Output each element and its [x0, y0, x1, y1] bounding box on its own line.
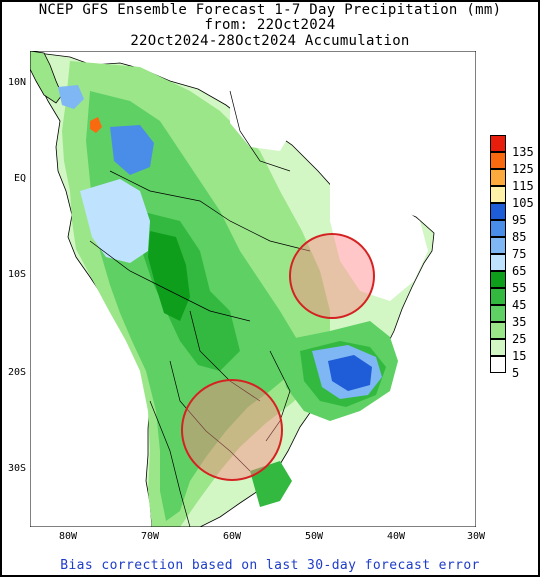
south-coast-rain — [250, 461, 292, 507]
legend-swatch — [490, 322, 506, 339]
lon-label-50w: 50W — [304, 531, 324, 542]
legend-label: 75 — [512, 247, 527, 261]
country-borders — [89, 90, 311, 527]
forecast-date: from: 22Oct2024 — [204, 17, 336, 33]
legend-label: 55 — [512, 281, 527, 295]
legend-swatch — [490, 339, 506, 356]
legend-label: 25 — [512, 332, 527, 346]
lon-label-60w: 60W — [222, 531, 242, 542]
land-central-america — [30, 51, 63, 104]
legend-swatch — [490, 288, 506, 305]
legend-swatch — [490, 203, 506, 220]
legend-swatch — [490, 135, 506, 152]
legend-swatch — [490, 169, 506, 186]
legend-swatch — [490, 356, 506, 373]
colombia-rain-75 — [58, 85, 84, 109]
northeast-brazil-circle — [289, 233, 375, 319]
precipitation-map — [30, 51, 476, 527]
lon-label-40w: 40W — [386, 531, 406, 542]
legend-label: 5 — [512, 366, 520, 380]
east-brazil-rain-95 — [328, 355, 372, 391]
legend-label: 115 — [512, 179, 534, 193]
lat-label-20s: 20S — [7, 367, 26, 378]
lon-label-80w: 80W — [58, 531, 78, 542]
lat-label-10n: 10N — [7, 77, 26, 88]
amazon-rain-65 — [80, 179, 150, 263]
legend-label: 135 — [512, 145, 534, 159]
lat-label-10s: 10S — [7, 269, 26, 280]
rain-band-55 — [148, 231, 190, 321]
legend-label: 65 — [512, 264, 527, 278]
lon-label-70w: 70W — [140, 531, 160, 542]
legend-label: 105 — [512, 196, 534, 210]
legend-swatch — [490, 305, 506, 322]
legend-swatch — [490, 237, 506, 254]
legend-label: 35 — [512, 315, 527, 329]
legend-swatch — [490, 254, 506, 271]
amazon-rain-85 — [110, 125, 154, 175]
lat-label-30s: 30S — [7, 463, 26, 474]
legend-swatch — [490, 271, 506, 288]
accumulation-period: 22Oct2024-28Oct2024 Accumulation — [130, 33, 410, 49]
legend-label: 45 — [512, 298, 527, 312]
bias-correction-note: Bias correction based on last 30-day for… — [60, 558, 480, 573]
lat-label-eq: EQ — [13, 173, 26, 184]
legend-label: 125 — [512, 162, 534, 176]
legend-label: 95 — [512, 213, 527, 227]
colombia-rain-125 — [90, 117, 102, 133]
map-title: NCEP GFS Ensemble Forecast 1-7 Day Preci… — [38, 2, 502, 18]
lon-label-30w: 30W — [466, 531, 486, 542]
dry-northeast — [330, 171, 428, 301]
legend-swatch — [490, 152, 506, 169]
legend-label: 15 — [512, 349, 527, 363]
south-paraguay-circle — [181, 379, 283, 481]
dry-guianas — [230, 91, 292, 151]
legend-swatch — [490, 220, 506, 237]
legend-label: 85 — [512, 230, 527, 244]
legend-swatch — [490, 186, 506, 203]
